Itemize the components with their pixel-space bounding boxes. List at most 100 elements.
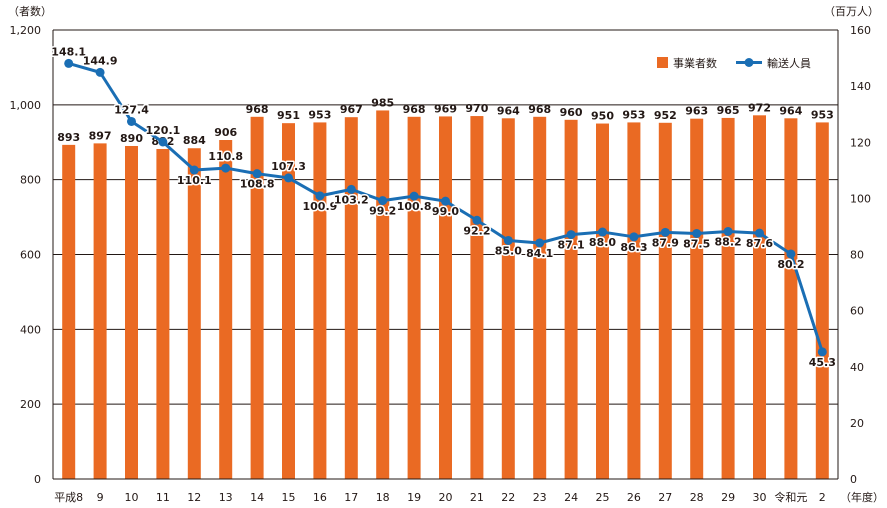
- bar-value-label: 951: [277, 109, 300, 122]
- right-tick-label: 120: [850, 136, 871, 149]
- right-axis-unit: （百万人）: [824, 5, 879, 18]
- line-value-label-halo: 100.8: [397, 200, 432, 213]
- line-value-label-halo: 99.0: [432, 205, 459, 218]
- x-tick-label: 21: [470, 491, 484, 504]
- x-tick-label: 20: [439, 491, 453, 504]
- line-value-label-halo: 84.1: [526, 247, 553, 260]
- x-tick-label: 28: [690, 491, 704, 504]
- bar: [125, 145, 138, 479]
- right-tick-label: 60: [850, 305, 864, 318]
- line-data-labels: 148.1148.1144.9144.9127.4127.4120.1120.1…: [50, 44, 838, 370]
- line-point: [441, 196, 450, 206]
- x-tick-label: 18: [376, 491, 390, 504]
- legend-line-marker: [744, 58, 754, 67]
- bar: [501, 118, 515, 479]
- right-tick-label: 40: [850, 361, 864, 374]
- line-value-label: 127.4: [114, 103, 149, 116]
- bar: [470, 116, 484, 479]
- bar: [187, 148, 201, 479]
- line-point: [472, 215, 482, 225]
- bar: [282, 123, 295, 479]
- line-value-label-halo: 110.8: [208, 150, 243, 163]
- bar-value-label: 890: [120, 132, 143, 145]
- line-point: [566, 230, 576, 240]
- bar-value-label: 906: [214, 126, 237, 139]
- line-value-label: 103.2: [334, 193, 369, 206]
- line-value-label-halo: 110.1: [177, 174, 212, 187]
- bar: [627, 122, 641, 480]
- line-value-label: 148.1: [51, 45, 86, 58]
- left-tick-label: 600: [20, 249, 41, 262]
- line-point: [221, 163, 231, 173]
- line-value-label-halo: 107.3: [271, 160, 306, 173]
- line-value-label-halo: 85.0: [495, 244, 522, 257]
- right-tick-label: 100: [850, 192, 871, 205]
- x-tick-label: 11: [156, 491, 170, 504]
- x-tick-label: 17: [344, 491, 358, 504]
- bar: [93, 143, 107, 479]
- line-point: [786, 249, 796, 259]
- bar-value-label: 968: [246, 103, 269, 116]
- x-tick-label: 12: [187, 491, 201, 504]
- x-tick-label: 令和元: [774, 490, 807, 504]
- bar-value-label: 968: [403, 103, 426, 116]
- left-tick-label: 200: [20, 398, 41, 411]
- legend: 事業者数 輸送人員: [652, 53, 824, 72]
- line-value-label-halo: 87.5: [683, 237, 710, 250]
- right-tick-label: 160: [850, 24, 871, 37]
- line-point: [64, 58, 74, 68]
- line-value-label-halo: 120.1: [146, 124, 181, 137]
- bar: [690, 118, 704, 480]
- line-point: [409, 191, 419, 201]
- bar: [219, 140, 233, 479]
- x-tick-label: 平成8: [54, 491, 83, 504]
- legend-bar-swatch: [657, 57, 668, 68]
- x-tick-label: 27: [658, 491, 672, 504]
- line-value-label: 45.3: [809, 356, 836, 369]
- x-tick-label: 2: [819, 491, 826, 504]
- line-point: [315, 191, 325, 201]
- axes: [52, 30, 839, 480]
- right-tick-label: 20: [850, 417, 864, 430]
- line-point: [189, 165, 199, 175]
- line-point: [629, 232, 639, 242]
- left-tick-label: 800: [20, 174, 41, 187]
- bar: [658, 122, 672, 479]
- line-point: [127, 116, 136, 126]
- line-value-label-halo: 108.8: [240, 178, 275, 191]
- line-point: [378, 196, 388, 206]
- line-value-label: 88.0: [589, 236, 616, 249]
- bar-series: [62, 110, 829, 480]
- bar: [753, 115, 766, 479]
- line-value-label: 99.2: [369, 205, 396, 218]
- line-value-label: 110.8: [208, 150, 243, 163]
- bar: [596, 123, 609, 480]
- right-tick-label: 140: [850, 80, 871, 93]
- bar: [533, 116, 547, 479]
- line-point: [692, 228, 702, 238]
- bar: [313, 122, 327, 480]
- line-value-label: 108.8: [240, 178, 275, 191]
- line-value-label: 84.1: [526, 247, 553, 260]
- line-value-label: 80.2: [777, 258, 804, 271]
- bar-value-label: 884: [183, 134, 206, 147]
- line-point: [817, 347, 827, 357]
- bar-value-label: 965: [717, 104, 740, 117]
- line-point: [284, 173, 293, 183]
- line-value-label: 87.5: [683, 237, 710, 250]
- legend-line-label: 輸送人員: [767, 56, 811, 70]
- line-value-label: 87.6: [746, 237, 773, 250]
- bar: [815, 122, 829, 480]
- line-value-label-halo: 148.1: [51, 45, 86, 58]
- x-tick-label: 29: [721, 491, 735, 504]
- line-value-label-halo: 80.2: [777, 258, 804, 271]
- x-tick-label: 24: [564, 491, 578, 504]
- line-value-label-halo: 88.2: [715, 235, 742, 248]
- x-axis-unit: （年度）: [840, 490, 884, 504]
- line-value-label: 110.1: [177, 174, 212, 187]
- x-tick-label: 22: [501, 491, 515, 504]
- bar: [407, 116, 421, 479]
- bar-value-label: 960: [560, 106, 583, 119]
- left-tick-label: 1,200: [10, 24, 42, 37]
- x-tick-label: 9: [97, 491, 104, 504]
